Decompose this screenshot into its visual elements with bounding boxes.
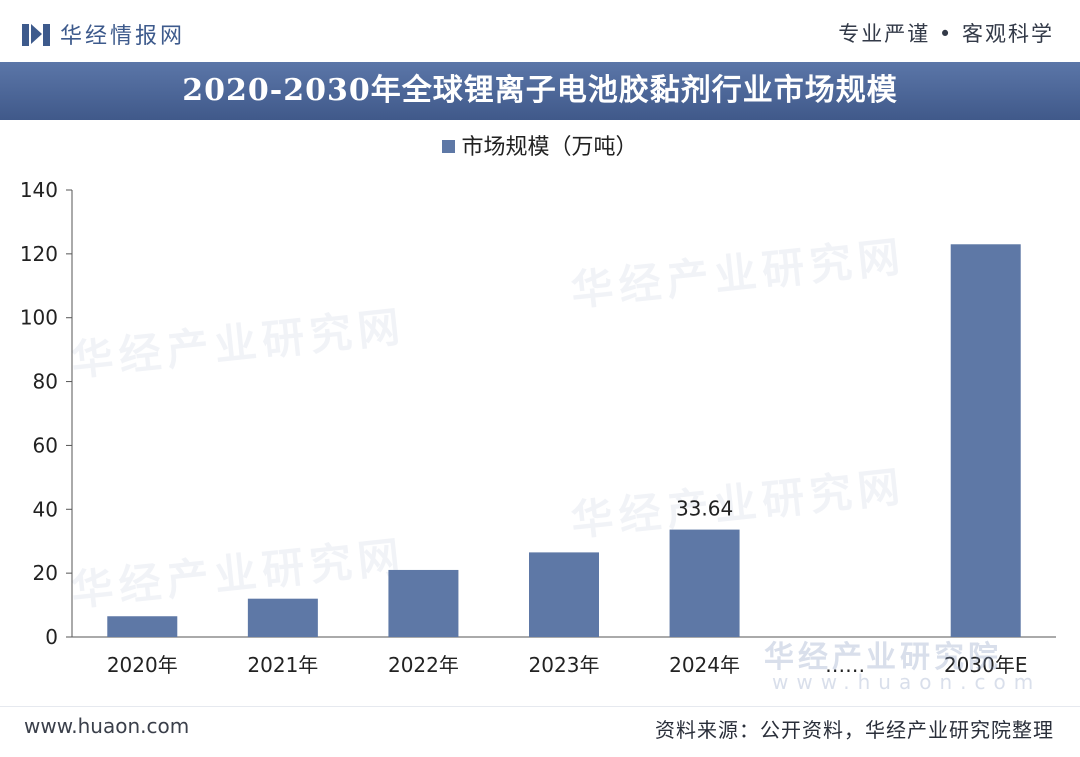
data-label: 33.64 bbox=[676, 497, 733, 521]
y-tick-label: 40 bbox=[33, 497, 58, 521]
bar bbox=[388, 569, 459, 637]
y-tick-label: 100 bbox=[20, 306, 58, 330]
x-tick-label: 2022年 bbox=[388, 653, 459, 677]
bar bbox=[950, 244, 1021, 637]
watermark-domain: www.huaon.com bbox=[772, 670, 1042, 694]
header-bar: 华经情报网 专业严谨 • 客观科学 bbox=[0, 0, 1080, 62]
y-tick-label: 20 bbox=[33, 561, 58, 585]
x-tick-label: 2020年 bbox=[107, 653, 178, 677]
bar bbox=[107, 616, 178, 637]
chart-legend: 市场规模（万吨） bbox=[0, 128, 1080, 168]
x-tick-label: 2030年E bbox=[944, 653, 1028, 677]
y-tick-label: 60 bbox=[33, 433, 58, 457]
y-tick-label: 0 bbox=[45, 625, 58, 649]
watermark-institute: 华经产业研究院 bbox=[764, 640, 1002, 675]
x-tick-label: 2023年 bbox=[529, 653, 600, 677]
bar bbox=[247, 598, 318, 637]
bar bbox=[669, 529, 740, 637]
brand-logo-icon bbox=[22, 24, 50, 46]
x-tick-label: …… bbox=[825, 653, 865, 677]
site-url: www.huaon.com bbox=[24, 714, 190, 738]
footer-bar bbox=[0, 706, 1080, 757]
bar-chart: 0 20 40 60 80 100 120 140 2020年 2021年 2022年 2023年 33… bbox=[20, 178, 1056, 677]
legend-swatch bbox=[442, 139, 456, 153]
x-tick-label: 2024年 bbox=[669, 653, 740, 677]
chart-title: 2020-2030年全球锂离子电池胶黏剂行业市场规模 bbox=[182, 73, 898, 108]
source-note: 资料来源：公开资料，华经产业研究院整理 bbox=[655, 718, 1054, 742]
title-banner bbox=[0, 62, 1080, 120]
y-tick-label: 80 bbox=[33, 370, 58, 394]
brand-name: 华经情报网 bbox=[60, 24, 186, 49]
legend-label: 市场规模（万吨） bbox=[461, 135, 638, 160]
x-tick-label: 2021年 bbox=[247, 653, 318, 677]
y-tick-label: 120 bbox=[20, 242, 58, 266]
bar bbox=[529, 552, 599, 637]
slogan: 专业严谨 • 客观科学 bbox=[838, 22, 1054, 46]
y-tick-label: 140 bbox=[20, 178, 58, 202]
